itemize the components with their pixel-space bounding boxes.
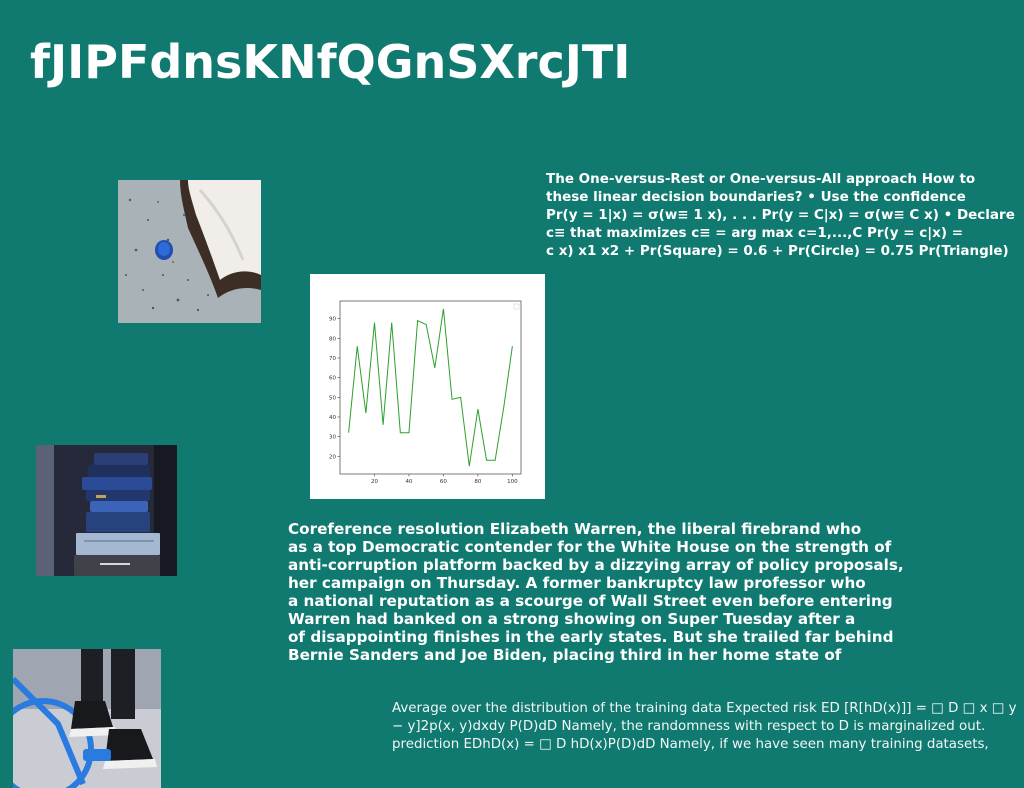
ovr-line: Pr(y = 1|x) = σ(w≡ 1 x), . . . Pr(y = C|… — [546, 207, 1015, 223]
ovr-paragraph: The One-versus-Rest or One-versus-All ap… — [546, 170, 1022, 260]
risk-line: prediction EDhD(x) = □ D hD(x)P(D)dD Nam… — [392, 737, 989, 752]
shoes-photo — [13, 649, 161, 788]
coref-line: anti-corruption platform backed by a diz… — [288, 556, 904, 574]
risk-line: − y]2p(x, y)dxdy P(D)dD Namely, the rand… — [392, 719, 986, 734]
coref-line: her campaign on Thursday. A former bankr… — [288, 574, 866, 592]
page-title: fJIPFdnsKNfQGnSXrcJTI — [30, 35, 631, 89]
y-tick-label: 20 — [329, 454, 336, 460]
coref-line: of disappointing finishes in the early s… — [288, 628, 894, 646]
y-tick-label: 50 — [329, 395, 336, 401]
line-chart-plot: 20 40 60 80 100 20 30 40 50 60 70 80 90 — [329, 300, 522, 485]
y-tick-label: 90 — [329, 317, 336, 323]
shoes-image — [13, 649, 161, 788]
x-tick-label: 80 — [474, 479, 481, 485]
y-tick-label: 40 — [329, 415, 336, 421]
x-tick-label: 100 — [507, 479, 518, 485]
pillow-photo — [118, 180, 261, 323]
x-tick-label: 40 — [405, 479, 412, 485]
x-tick-label: 20 — [371, 479, 378, 485]
coref-line: Bernie Sanders and Joe Biden, placing th… — [288, 646, 842, 664]
x-tick-label: 60 — [440, 479, 447, 485]
coref-line: Coreference resolution Elizabeth Warren,… — [288, 520, 862, 538]
y-tick-label: 60 — [329, 376, 336, 382]
coreference-paragraph: Coreference resolution Elizabeth Warren,… — [288, 520, 948, 664]
ovr-line: The One-versus-Rest or One-versus-All ap… — [546, 171, 976, 187]
series-line — [348, 308, 513, 467]
y-tick-label: 70 — [329, 356, 336, 362]
coref-line: a national reputation as a scourge of Wa… — [288, 592, 893, 610]
risk-line: Average over the distribution of the tra… — [392, 701, 1017, 716]
y-tick-label: 30 — [329, 435, 336, 441]
pillow-image — [118, 180, 261, 323]
books-photo — [36, 445, 177, 576]
coref-line: as a top Democratic contender for the Wh… — [288, 538, 892, 556]
plot-frame — [339, 300, 522, 475]
legend-box — [513, 303, 520, 310]
ovr-line: c x) x1 x2 + Pr(Square) = 0.6 + Pr(Circl… — [546, 243, 1009, 259]
y-tick-label: 80 — [329, 336, 336, 342]
line-chart: 20 40 60 80 100 20 30 40 50 60 70 80 90 — [310, 274, 545, 499]
ovr-line: these linear decision boundaries? • Use … — [546, 189, 966, 205]
expected-risk-paragraph: Average over the distribution of the tra… — [392, 700, 1024, 754]
coref-line: Warren had banked on a strong showing on… — [288, 610, 856, 628]
books-image — [36, 445, 177, 576]
ovr-line: c≡ that maximizes c≡ = arg max c=1,...,C… — [546, 225, 964, 241]
